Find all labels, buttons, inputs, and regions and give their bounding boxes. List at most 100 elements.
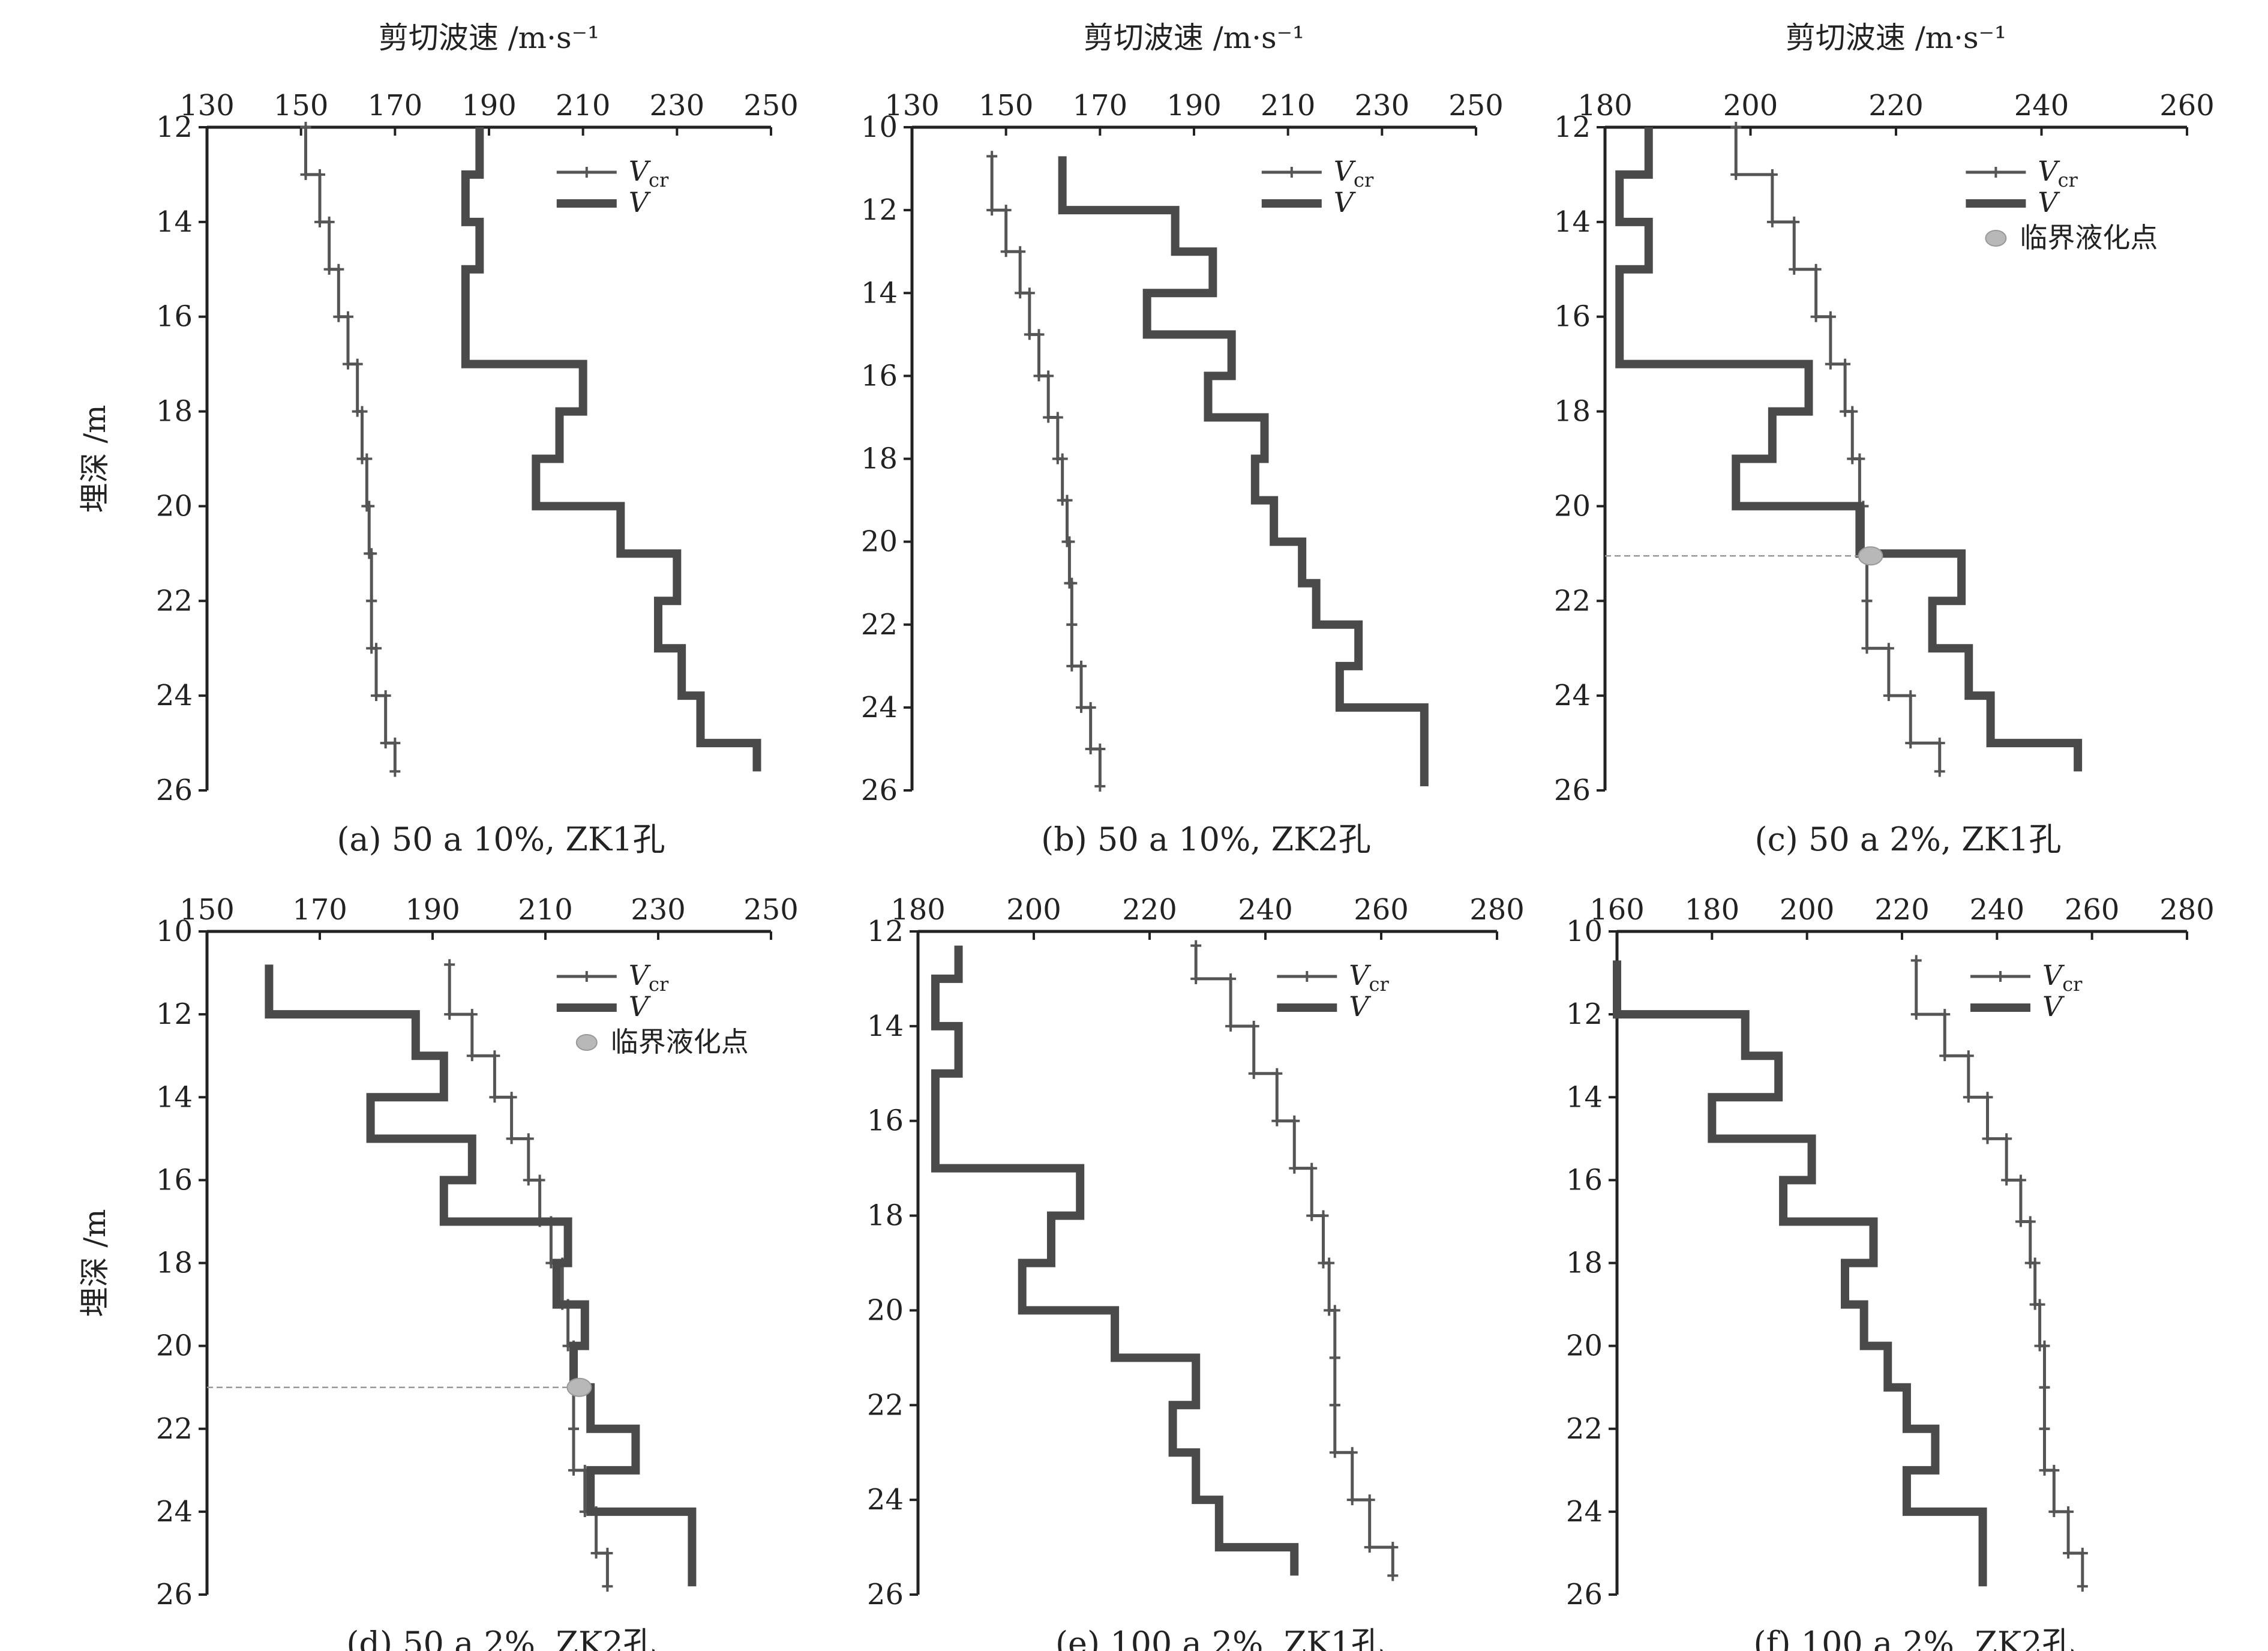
x-tick-label: 210 [1261, 89, 1316, 122]
y-tick-label: 22 [867, 1388, 904, 1422]
legend-v-label: V [2042, 990, 2065, 1023]
x-tick-label: 260 [2065, 893, 2120, 927]
x-tick-label: 170 [368, 89, 423, 122]
x-tick-label: 160 [1589, 893, 1645, 927]
y-tick-label: 18 [1566, 1247, 1603, 1280]
y-tick-label: 26 [156, 1578, 193, 1611]
x-tick-label: 240 [1970, 893, 2025, 927]
y-tick-label: 22 [156, 1412, 193, 1446]
legend-v-label: V [1334, 186, 1357, 218]
y-tick-label: 12 [1554, 110, 1591, 144]
legend-v-label: V [2038, 186, 2060, 218]
y-tick-label: 20 [156, 1329, 193, 1363]
x-tick-label: 260 [2159, 89, 2215, 122]
vcr-series-line [1915, 960, 2084, 1587]
x-tick-label: 190 [461, 89, 517, 122]
y-tick-label: 26 [1566, 1578, 1603, 1611]
panel-caption: (d) 50 a 2%, ZK2孔 [346, 1625, 655, 1651]
x-tick-label: 250 [743, 893, 799, 927]
v-series-line [1613, 960, 1987, 1587]
legend-v-label: V [629, 186, 652, 218]
y-tick-label: 14 [156, 205, 193, 239]
y-tick-label: 14 [1566, 1080, 1603, 1114]
y-tick-label: 16 [1554, 300, 1591, 334]
x-tick-label: 180 [890, 893, 946, 927]
y-tick-label: 16 [861, 359, 898, 392]
y-tick-label: 12 [1566, 997, 1603, 1031]
x-tick-label: 240 [2014, 89, 2069, 122]
panel-c: 180 200 220 240 260 12 14 16 18 20 22 24 26 剪切波速 /m·s… [1554, 20, 2215, 858]
legend-vcr-label: Vcr [2038, 155, 2078, 191]
x-tick-label: 220 [1868, 89, 1924, 122]
panel-caption: (b) 50 a 10%, ZK2孔 [1041, 820, 1371, 858]
v-series-line [931, 945, 1299, 1576]
panel-b: 130 150 170 190 210 230 250 10 12 14 16 18 20 22 24 26 剪… [861, 20, 1504, 858]
y-tick-label: 12 [156, 997, 193, 1031]
x-tick-label: 240 [1238, 893, 1293, 927]
x-tick-label: 250 [743, 89, 799, 122]
legend-vcr-label: Vcr [629, 959, 669, 996]
legend-vcr-label: Vcr [2042, 959, 2083, 996]
legend-vcr-label: Vcr [1349, 959, 1389, 996]
y-tick-label: 18 [867, 1199, 904, 1233]
y-tick-label: 18 [156, 1247, 193, 1280]
y-tick-label: 24 [156, 679, 193, 712]
y-tick-label: 20 [861, 525, 898, 559]
y-tick-label: 24 [861, 691, 898, 724]
legend-vcr-label: Vcr [1334, 155, 1374, 191]
x-tick-label: 260 [1354, 893, 1409, 927]
y-tick-label: 24 [1554, 679, 1591, 712]
x-tick-label: 200 [1723, 89, 1778, 122]
vcr-series-line [1194, 945, 1394, 1576]
x-tick-label: 170 [1073, 89, 1128, 122]
y-tick-label: 20 [1554, 489, 1591, 523]
y-axis-title: 埋深 /m [77, 1209, 112, 1317]
y-tick-label: 24 [1566, 1495, 1603, 1529]
critical-point-marker [1858, 546, 1883, 566]
y-tick-label: 22 [861, 608, 898, 642]
x-tick-label: 280 [2159, 893, 2215, 927]
v-series-line [265, 964, 697, 1587]
y-tick-label: 14 [1554, 205, 1591, 239]
y-tick-label: 16 [1566, 1163, 1603, 1197]
y-tick-label: 14 [867, 1009, 904, 1043]
x-tick-label: 280 [1469, 893, 1525, 927]
legend-v-label: V [629, 990, 652, 1023]
legend-critical-label: 临界液化点 [2020, 221, 2158, 254]
x-tick-label: 150 [179, 893, 235, 927]
panel-a: 130 150 170 190 210 230 250 12 14 16 18 20 22 24 26 剪切波… [77, 20, 799, 858]
legend-critical-label: 临界液化点 [611, 1026, 749, 1058]
legend-critical-marker [1985, 230, 2007, 247]
x-tick-label: 210 [556, 89, 611, 122]
y-tick-label: 20 [156, 489, 193, 523]
y-tick-label: 20 [867, 1293, 904, 1327]
x-axis-title: 剪切波速 /m·s⁻¹ [379, 20, 599, 55]
y-axis-title: 埋深 /m [77, 404, 112, 513]
y-tick-label: 12 [867, 915, 904, 948]
y-tick-label: 26 [156, 774, 193, 807]
panel-caption: (e) 100 a 2%, ZK1孔 [1055, 1625, 1384, 1651]
y-tick-label: 26 [1554, 774, 1591, 807]
y-tick-label: 26 [861, 774, 898, 807]
x-tick-label: 220 [1874, 893, 1930, 927]
panel-caption: (a) 50 a 10%, ZK1孔 [337, 820, 665, 858]
y-tick-label: 18 [156, 395, 193, 429]
panel-f: 160 180 200 220 240 260 280 10 12 14 16 18 20 22 24 26 V… [1566, 893, 2215, 1651]
legend-v-label: V [1349, 990, 1372, 1023]
y-tick-label: 24 [156, 1495, 193, 1529]
legend-vcr-label: Vcr [629, 155, 669, 191]
y-tick-label: 24 [867, 1483, 904, 1517]
x-tick-label: 200 [1780, 893, 1835, 927]
y-tick-label: 16 [867, 1104, 904, 1138]
panel-d: 150 170 190 210 230 250 10 12 14 16 18 20 22 24 26 埋深 /… [77, 893, 799, 1651]
y-tick-label: 16 [156, 300, 193, 334]
y-tick-label: 22 [156, 584, 193, 618]
y-tick-label: 16 [156, 1163, 193, 1197]
x-tick-label: 190 [1166, 89, 1222, 122]
y-tick-label: 20 [1566, 1329, 1603, 1363]
v-series-line [1615, 127, 2083, 772]
x-tick-label: 250 [1448, 89, 1504, 122]
x-tick-label: 210 [518, 893, 573, 927]
x-axis-title: 剪切波速 /m·s⁻¹ [1786, 20, 2006, 55]
